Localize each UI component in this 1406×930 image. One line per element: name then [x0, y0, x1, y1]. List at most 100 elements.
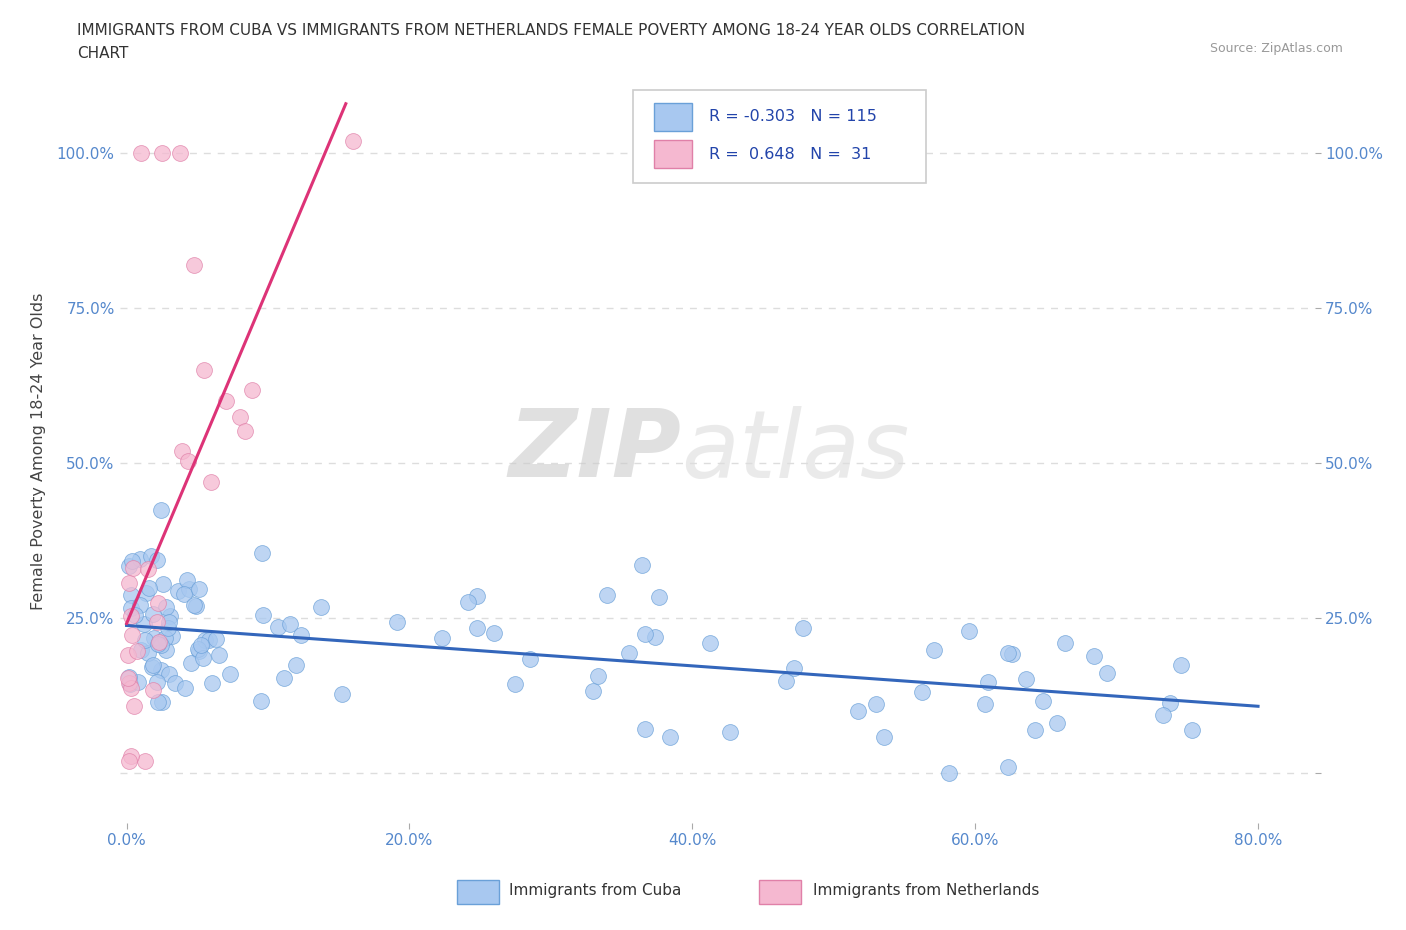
Text: CHART: CHART	[77, 46, 129, 61]
Point	[249, 694, 271, 709]
Point	[145, 614, 167, 629]
Point	[658, 729, 681, 744]
Point	[342, 134, 364, 149]
Point	[136, 645, 159, 660]
Point	[159, 609, 181, 624]
Point	[792, 620, 814, 635]
Point	[519, 652, 541, 667]
Point	[1046, 716, 1069, 731]
Point	[581, 684, 603, 698]
Point	[648, 590, 671, 604]
Point	[129, 146, 152, 161]
Point	[142, 606, 165, 621]
Point	[1083, 648, 1105, 663]
Point	[278, 617, 301, 631]
Point	[718, 724, 741, 739]
Point	[191, 651, 214, 666]
Point	[1001, 647, 1024, 662]
Point	[430, 631, 453, 645]
Point	[129, 597, 152, 612]
Y-axis label: Female Poverty Among 18-24 Year Olds: Female Poverty Among 18-24 Year Olds	[31, 292, 45, 610]
Point	[128, 551, 150, 566]
Point	[465, 589, 488, 604]
Point	[865, 697, 887, 711]
Point	[198, 632, 221, 647]
Point	[127, 674, 149, 689]
Point	[208, 647, 231, 662]
Point	[631, 558, 654, 573]
Point	[180, 656, 202, 671]
Point	[997, 759, 1019, 774]
Text: ZIP: ZIP	[509, 405, 682, 497]
Point	[290, 627, 312, 642]
Point	[163, 675, 186, 690]
Point	[1015, 671, 1038, 686]
Point	[155, 600, 177, 615]
Point	[120, 749, 142, 764]
Point	[179, 582, 201, 597]
Point	[285, 658, 308, 672]
Point	[150, 637, 173, 652]
Point	[172, 444, 194, 458]
Point	[385, 615, 408, 630]
Point	[634, 722, 657, 737]
Point	[169, 146, 191, 161]
Point	[142, 658, 165, 672]
Point	[120, 588, 142, 603]
Point	[188, 644, 211, 658]
Point	[922, 643, 945, 658]
Text: R =  0.648   N =  31: R = 0.648 N = 31	[709, 147, 872, 162]
Point	[201, 675, 224, 690]
Point	[503, 677, 526, 692]
Point	[873, 729, 896, 744]
Point	[121, 554, 143, 569]
Point	[588, 669, 610, 684]
Text: Source: ZipAtlas.com: Source: ZipAtlas.com	[1209, 42, 1343, 55]
Point	[273, 671, 295, 685]
Point	[142, 683, 165, 698]
Point	[124, 607, 146, 622]
Point	[187, 642, 209, 657]
Point	[595, 587, 617, 602]
Point	[176, 453, 198, 468]
Text: R = -0.303   N = 115: R = -0.303 N = 115	[709, 110, 876, 125]
Text: atlas: atlas	[682, 405, 910, 497]
Point	[846, 704, 869, 719]
Point	[150, 146, 173, 161]
Point	[122, 698, 145, 713]
Point	[152, 577, 174, 591]
Point	[957, 623, 980, 638]
Point	[482, 626, 505, 641]
Point	[121, 628, 143, 643]
Point	[1053, 635, 1076, 650]
Point	[146, 596, 169, 611]
FancyBboxPatch shape	[654, 103, 692, 131]
Point	[252, 545, 274, 560]
Point	[150, 695, 173, 710]
Point	[252, 607, 274, 622]
Point	[973, 697, 995, 711]
Point	[465, 621, 488, 636]
Point	[783, 660, 806, 675]
Point	[117, 753, 139, 768]
Point	[218, 667, 240, 682]
Point	[186, 599, 208, 614]
Point	[131, 643, 153, 658]
Point	[457, 594, 479, 609]
Point	[134, 617, 156, 631]
Point	[118, 559, 141, 574]
Point	[1095, 665, 1118, 680]
Point	[187, 581, 209, 596]
Point	[1159, 696, 1181, 711]
Text: Immigrants from Cuba: Immigrants from Cuba	[509, 884, 682, 898]
Point	[200, 474, 222, 489]
FancyBboxPatch shape	[633, 90, 927, 183]
Point	[134, 632, 156, 647]
Point	[233, 423, 256, 438]
Text: Immigrants from Netherlands: Immigrants from Netherlands	[813, 884, 1039, 898]
Point	[149, 502, 172, 517]
Point	[1152, 707, 1174, 722]
Point	[205, 632, 228, 647]
Point	[617, 645, 640, 660]
Point	[229, 409, 252, 424]
